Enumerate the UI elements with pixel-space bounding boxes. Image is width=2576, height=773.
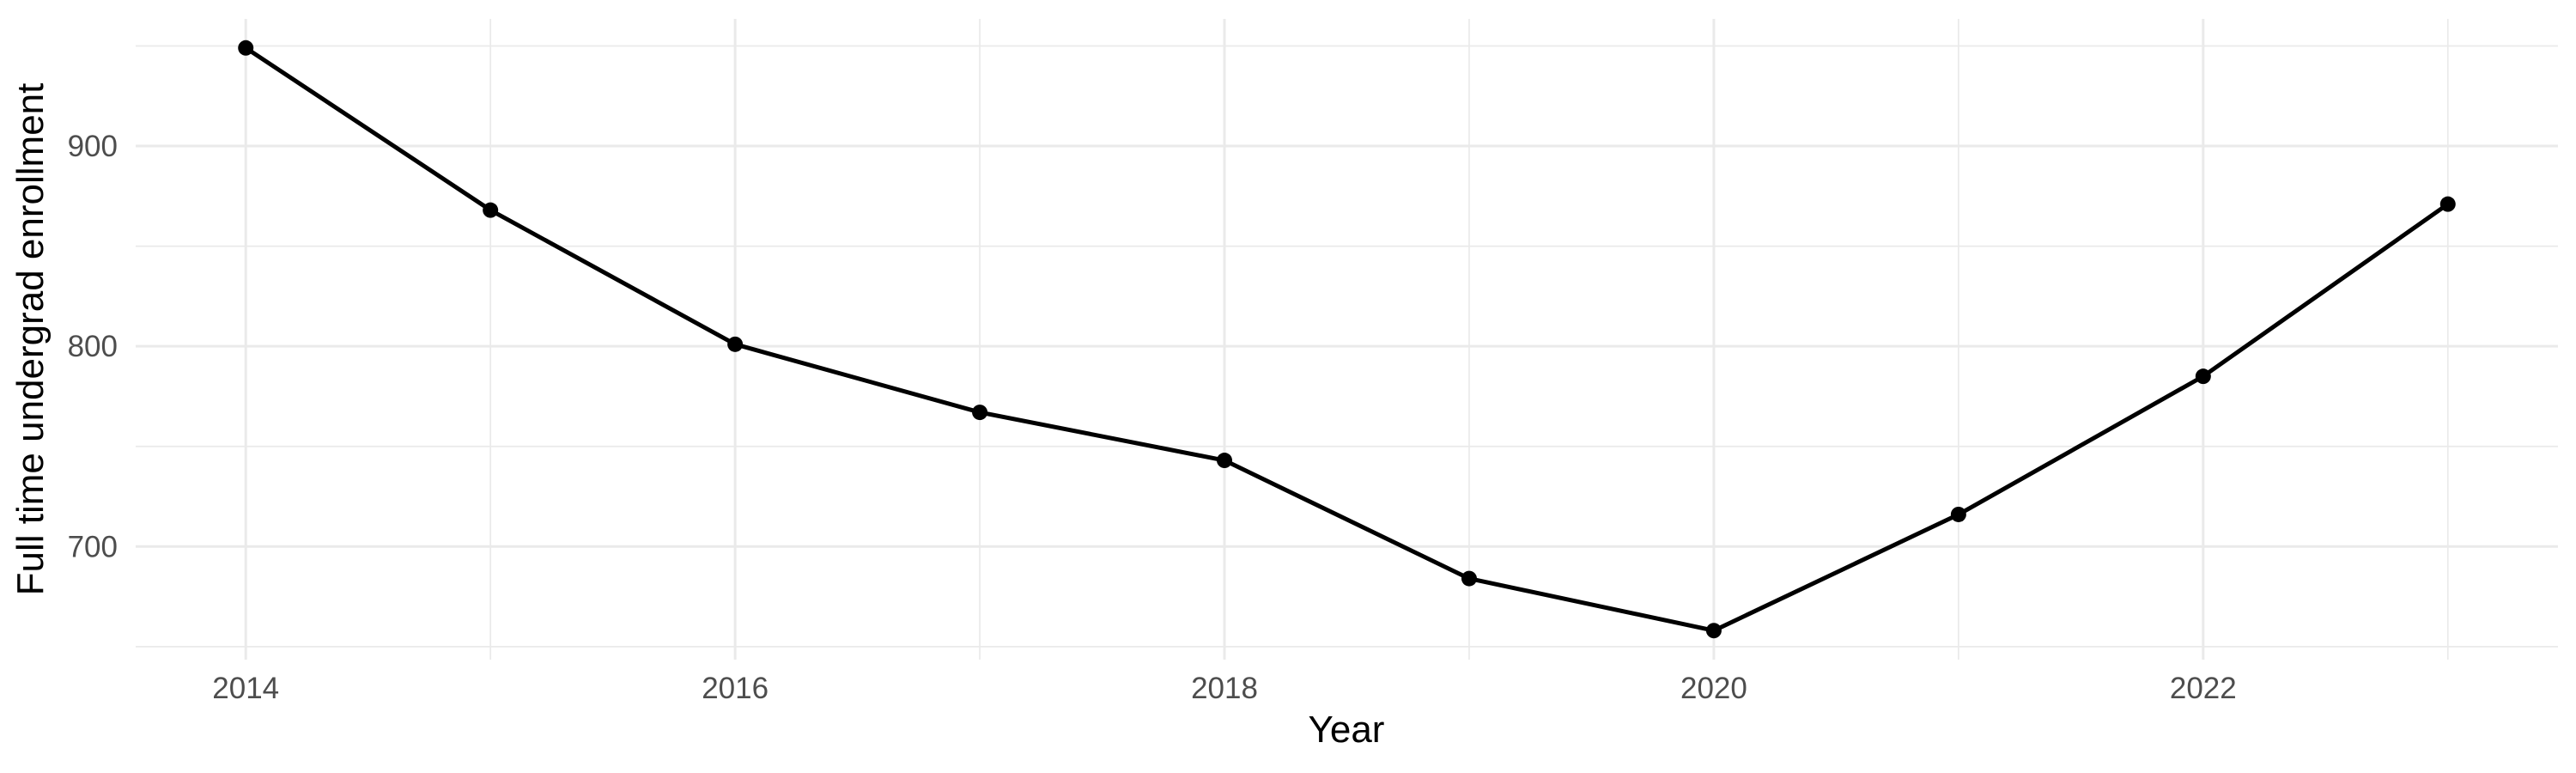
data-point <box>238 40 254 56</box>
data-point <box>1461 570 1477 587</box>
data-point <box>972 405 988 421</box>
data-point <box>1705 623 1722 639</box>
y-tick-label: 800 <box>68 330 118 363</box>
major-gridlines <box>136 19 2558 660</box>
y-tick-label: 700 <box>68 530 118 563</box>
x-tick-label: 2020 <box>1680 672 1747 705</box>
minor-gridlines <box>136 19 2558 660</box>
x-tick-label: 2022 <box>2170 672 2237 705</box>
data-point <box>2195 368 2211 385</box>
x-axis-title: Year <box>1309 709 1385 751</box>
data-point <box>1217 453 1233 469</box>
x-tick-label: 2014 <box>212 672 279 705</box>
data-point <box>1950 506 1966 522</box>
x-tick-label: 2016 <box>702 672 769 705</box>
y-axis-title: Full time undergrad enrollment <box>9 83 52 596</box>
x-axis-tick-labels: 2014 2016 2018 2020 2022 <box>212 672 2236 705</box>
x-tick-label: 2018 <box>1191 672 1258 705</box>
data-point <box>483 202 499 218</box>
enrollment-line <box>244 46 2450 633</box>
data-point <box>727 336 744 352</box>
y-tick-label: 900 <box>68 130 118 163</box>
data-point <box>2439 196 2456 212</box>
y-axis-tick-labels: 700 800 900 <box>68 130 118 563</box>
data-series <box>238 40 2456 639</box>
